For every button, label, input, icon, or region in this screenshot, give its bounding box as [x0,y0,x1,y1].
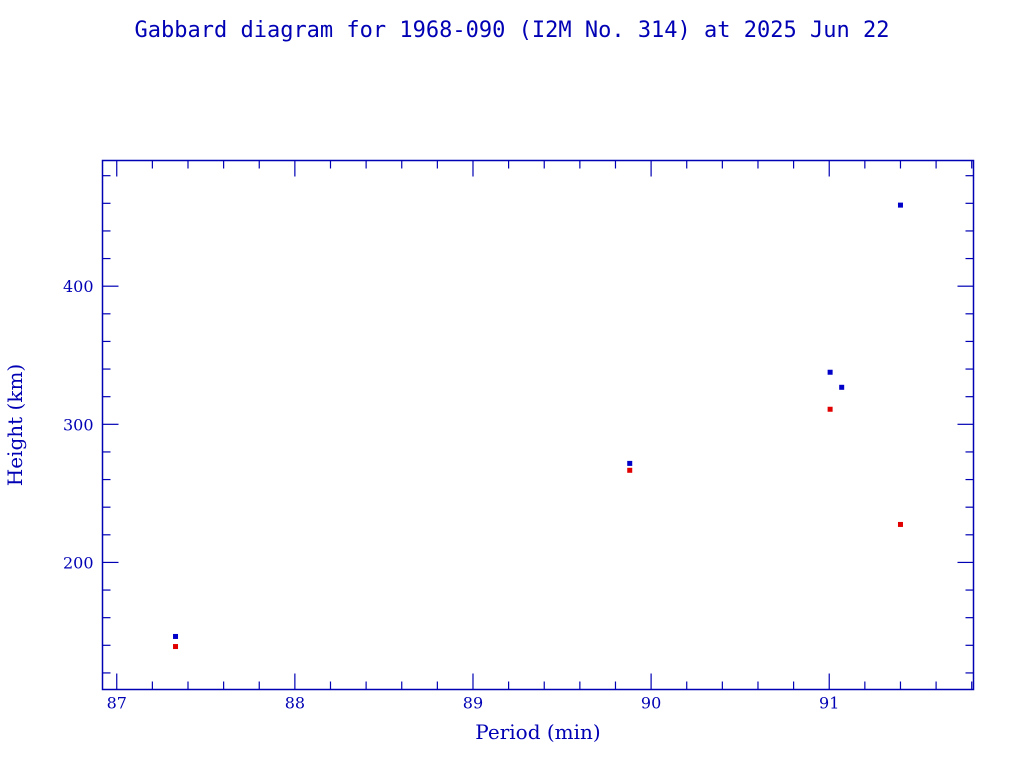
perigee-point [827,406,833,412]
x-tick-label: 91 [819,694,839,713]
chart-title: Gabbard diagram for 1968-090 (I2M No. 31… [135,18,890,43]
y-tick-label: 300 [63,415,94,434]
y-tick-label: 200 [63,553,94,572]
y-axis-label: Height (km) [3,364,27,486]
x-tick-label: 87 [107,694,127,713]
apogee-point [627,460,633,466]
axis-ticks [102,160,974,690]
apogee-point [827,369,833,375]
data-points [173,202,903,650]
apogee-point [897,202,903,208]
x-tick-label: 89 [463,694,483,713]
apogee-point [839,384,845,390]
apogee-point [173,633,179,639]
plot-frame [101,159,975,691]
x-axis-label: Period (min) [475,720,600,744]
perigee-point [173,644,179,650]
perigee-point [627,467,633,473]
y-tick-label: 400 [63,277,94,296]
x-tick-label: 88 [285,694,305,713]
perigee-point [897,521,903,527]
x-tick-label: 90 [641,694,661,713]
tick-labels: 87 88 89 90 91 200 300 400 [63,277,839,712]
